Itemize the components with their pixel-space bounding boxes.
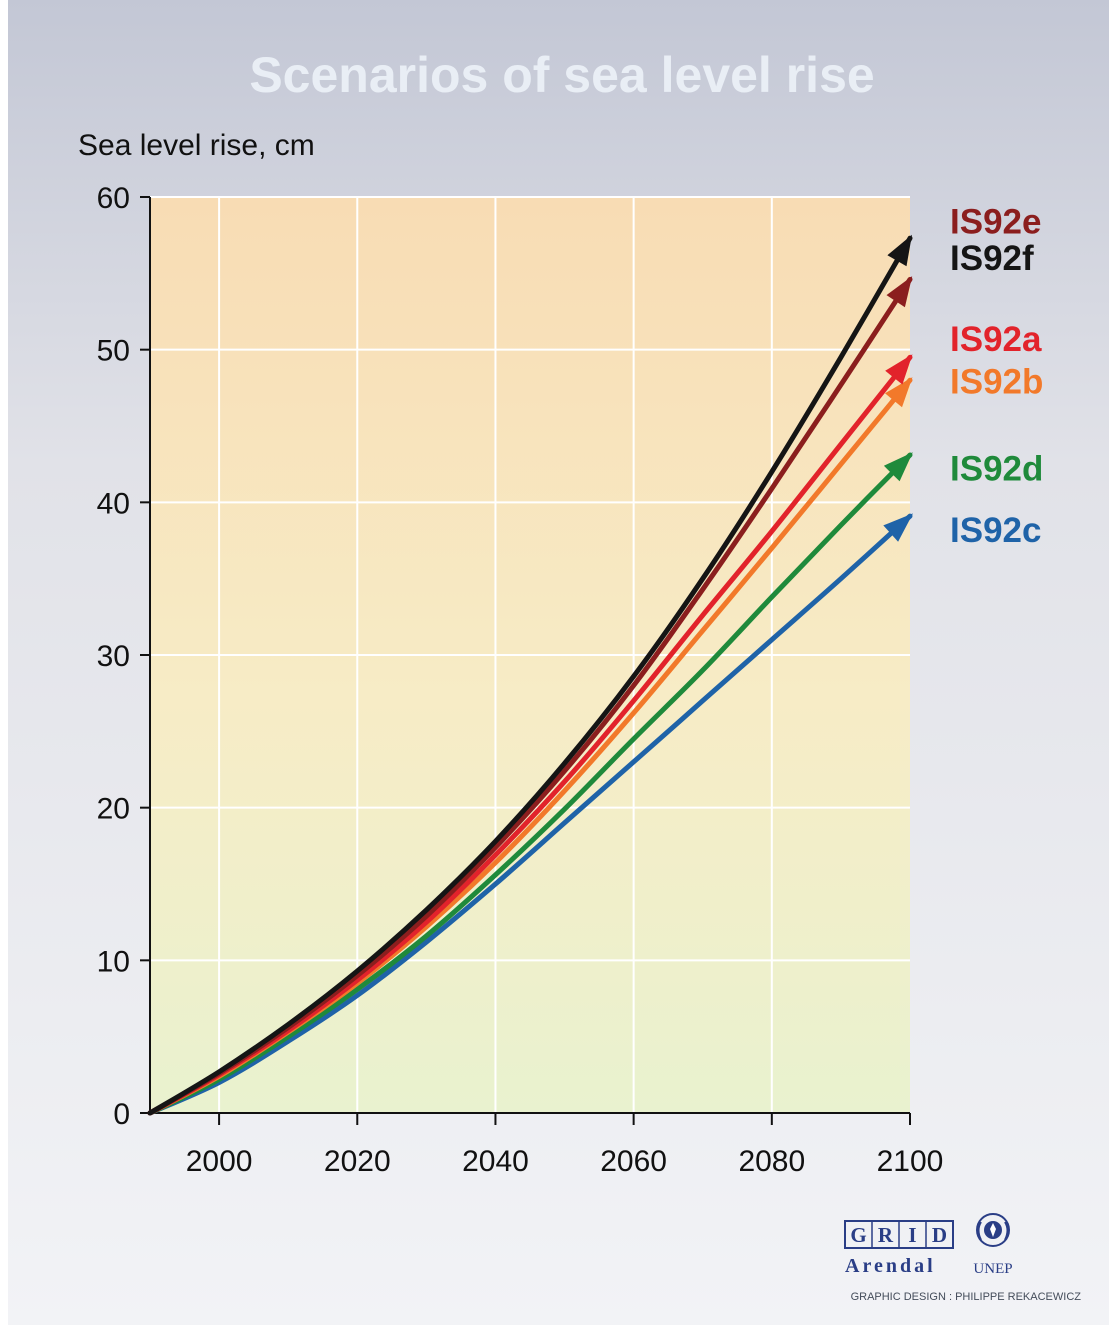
grid-letter-r: R <box>878 1223 894 1247</box>
y-tick-label-0: 0 <box>113 1098 130 1131</box>
x-tick-label-0: 2000 <box>186 1145 253 1178</box>
x-tick-label-3: 2060 <box>600 1145 667 1178</box>
x-tick-label-4: 2080 <box>738 1145 805 1178</box>
series-label-is92e: IS92e <box>950 202 1041 241</box>
series-label-is92d: IS92d <box>950 450 1043 489</box>
series-label-is92a: IS92a <box>950 320 1042 359</box>
grid-letter-d: D <box>932 1223 947 1247</box>
y-tick-label-6: 60 <box>97 182 130 215</box>
x-tick-label-1: 2020 <box>324 1145 391 1178</box>
y-tick-label-2: 20 <box>97 793 130 826</box>
series-label-is92b: IS92b <box>950 363 1043 402</box>
unep-text: UNEP <box>973 1261 1012 1277</box>
y-axis-label: Sea level rise, cm <box>78 129 315 162</box>
y-tick-label-4: 40 <box>97 487 130 520</box>
y-tick-label-1: 10 <box>97 945 130 978</box>
x-tick-label-2: 2040 <box>462 1145 529 1178</box>
arendal-text: Arendal <box>845 1255 936 1277</box>
design-credit: GRAPHIC DESIGN : PHILIPPE REKACEWICZ <box>851 1291 1082 1303</box>
grid-letter-i: I <box>908 1223 916 1247</box>
y-tick-label-5: 50 <box>97 335 130 368</box>
x-tick-label-5: 2100 <box>877 1145 944 1178</box>
chart-title: Scenarios of sea level rise <box>249 47 874 103</box>
series-label-is92c: IS92c <box>950 511 1041 550</box>
series-label-is92f: IS92f <box>950 239 1034 278</box>
grid-letter-g: G <box>850 1223 866 1247</box>
y-tick-label-3: 30 <box>97 640 130 673</box>
